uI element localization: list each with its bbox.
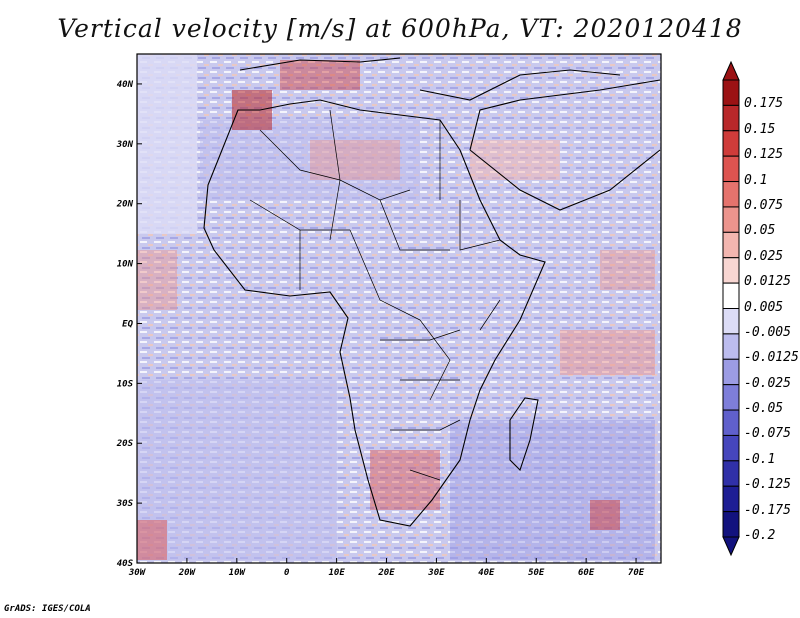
colorbar-segment	[722, 308, 740, 335]
colorbar-label: -0.0125	[744, 350, 799, 366]
colorbar	[722, 60, 740, 557]
colorbar-label: 0.025	[744, 248, 784, 264]
colorbar-label: 0.05	[744, 223, 776, 239]
lon-label-70E: 70E	[628, 568, 645, 578]
colorbar-segment	[722, 358, 740, 386]
colorbar-segment	[722, 333, 740, 360]
colorbar-label: -0.05	[744, 401, 784, 417]
colorbar-segment	[722, 231, 740, 259]
colorbar-segment	[722, 434, 740, 462]
lon-label-50E: 50E	[528, 568, 545, 578]
lon-label-0: 0	[284, 568, 290, 578]
colorbar-label: -0.025	[744, 375, 791, 391]
colorbar-segment	[722, 79, 740, 106]
lon-label-10W: 10W	[229, 568, 247, 578]
colorbar-segment	[722, 485, 740, 513]
colorbar-segment	[722, 206, 740, 233]
colorbar-segment	[722, 155, 740, 183]
colorbar-segment	[722, 384, 740, 411]
colorbar-label: -0.005	[744, 324, 791, 340]
lat-label-EQ: EQ	[122, 319, 133, 329]
lat-label-30N: 30N	[116, 140, 134, 150]
lon-label-60E: 60E	[578, 568, 595, 578]
colorbar-label: -0.1	[744, 451, 776, 467]
colorbar-label: -0.2	[744, 528, 776, 543]
lon-label-40E: 40E	[478, 568, 495, 578]
colorbar-label: -0.175	[744, 502, 791, 518]
colorbar-segment	[722, 130, 740, 157]
lon-label-20E: 20E	[377, 568, 395, 578]
colorbar-label: -0.125	[744, 477, 791, 493]
colorbar-segment	[722, 104, 740, 132]
colorbar-segment	[722, 511, 740, 538]
colorbar-segment	[722, 409, 740, 436]
coastlines	[203, 57, 661, 527]
lon-label-10E: 10E	[328, 568, 345, 578]
lon-label-30W: 30W	[128, 568, 147, 578]
longitude-labels: 30W 20W 10W 0 10E 20E 30E 40E 50E 60E 70E	[128, 558, 645, 578]
colorbar-label: 0.005	[744, 299, 784, 315]
colorbar-label: 0.125	[744, 147, 784, 163]
colorbar-label: 0.075	[744, 197, 784, 213]
colorbar-min-arrow	[722, 536, 740, 557]
map-border	[136, 53, 662, 564]
lat-label-10S: 10S	[117, 379, 134, 389]
colorbar-segment	[722, 460, 740, 487]
country-borders	[249, 109, 501, 481]
lat-label-40S: 40S	[117, 559, 134, 569]
colorbar-segment	[722, 257, 740, 284]
colorbar-label: 0.15	[744, 121, 776, 137]
colorbar-label: 0.1	[744, 172, 768, 188]
grads-credit: GrADS: IGES/COLA	[4, 604, 91, 614]
colorbar-label: 0.0125	[744, 274, 791, 290]
colorbar-max-arrow	[722, 60, 740, 81]
lat-label-20N: 20N	[116, 200, 134, 210]
colorbar-segment	[722, 181, 740, 208]
lat-label-10N: 10N	[117, 260, 134, 270]
lat-label-20S: 20S	[116, 439, 134, 449]
colorbar-label: -0.075	[744, 426, 791, 442]
map-title: Vertical velocity [m/s] at 600hPa, VT: 2…	[57, 14, 743, 43]
map-frame	[137, 54, 661, 563]
colorbar-label: 0.175	[744, 96, 784, 112]
latitude-labels: 40N 30N 20N 10N EQ 10S 20S 30S 40S	[116, 80, 142, 569]
colorbar-segment	[722, 282, 740, 310]
lat-label-30S: 30S	[116, 499, 134, 509]
lon-label-30E: 30E	[427, 568, 445, 578]
lat-label-40N: 40N	[117, 80, 134, 90]
lon-label-20W: 20W	[178, 568, 197, 578]
